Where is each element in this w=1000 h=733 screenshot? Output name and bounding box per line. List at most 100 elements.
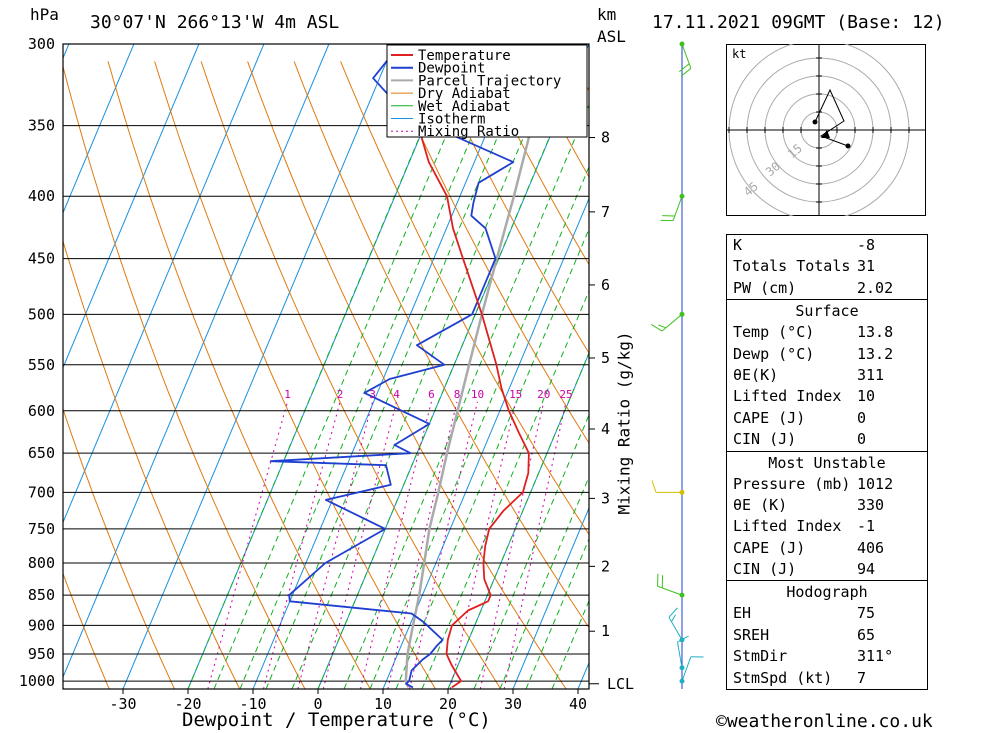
dry-adiabat-line bbox=[386, 61, 589, 445]
mixing-ratio-label: 4 bbox=[393, 388, 400, 401]
wind-barb-feather bbox=[668, 607, 678, 618]
pressure-tick-label: 700 bbox=[28, 483, 55, 501]
dry-adiabat-line bbox=[107, 61, 371, 689]
hodograph-stat-row: EH 75 bbox=[733, 604, 876, 623]
legend-label: Isotherm bbox=[418, 112, 485, 128]
lcl-label: LCL bbox=[607, 675, 634, 693]
mixing-ratio-label: 3 bbox=[369, 388, 376, 401]
wind-barb-feather bbox=[651, 323, 663, 332]
most-unstable-row: CIN (J) 94 bbox=[733, 560, 876, 579]
wind-barb-feather bbox=[658, 324, 667, 329]
pressure-tick-label: 800 bbox=[28, 554, 55, 572]
temperature-line bbox=[389, 44, 530, 689]
km-tick-label: 1 bbox=[601, 622, 610, 640]
isotherm-line bbox=[63, 44, 135, 215]
hodograph-unit-label: kt bbox=[732, 47, 746, 61]
hodograph-section-title: Hodograph bbox=[727, 580, 927, 603]
site-credit-text: weatheronline.co.uk bbox=[726, 711, 933, 732]
x-tick-label: -10 bbox=[239, 695, 266, 713]
hodograph-trace bbox=[814, 88, 849, 147]
mixing-ratio-label: 10 bbox=[471, 388, 484, 401]
dry-adiabat-line bbox=[247, 61, 567, 689]
mixing-ratio-label: 25 bbox=[559, 388, 572, 401]
km-tick-label: 6 bbox=[601, 276, 610, 294]
hodograph-point bbox=[812, 119, 818, 125]
dry-adiabat-line bbox=[200, 61, 502, 689]
wind-barb-feather bbox=[651, 480, 657, 493]
pressure-tick-label: 650 bbox=[28, 444, 55, 462]
wet-adiabat-line bbox=[187, 44, 459, 689]
dry-adiabat-line bbox=[992, 61, 1000, 689]
hodograph-stat-row: SREH 65 bbox=[733, 625, 876, 644]
km-tick-label: 2 bbox=[601, 557, 610, 575]
x-tick-label: 40 bbox=[569, 695, 587, 713]
plot-frame bbox=[62, 43, 590, 690]
hodograph-point bbox=[845, 143, 851, 149]
dry-adiabat-line bbox=[63, 572, 110, 689]
km-tick-label: 3 bbox=[601, 489, 610, 507]
legend-label: Mixing Ratio bbox=[418, 124, 519, 140]
x-tick-label: 10 bbox=[374, 695, 392, 713]
wet-adiabat-line bbox=[343, 103, 589, 689]
pressure-tick-label: 1000 bbox=[19, 672, 55, 690]
mixing-ratio-label: 6 bbox=[428, 388, 435, 401]
pressure-tick-label: 400 bbox=[28, 187, 55, 205]
legend-label: Wet Adiabat bbox=[418, 99, 511, 115]
km-tick-label: 5 bbox=[601, 349, 610, 367]
pressure-tick-label: 550 bbox=[28, 356, 55, 374]
wet-adiabat-line bbox=[265, 44, 537, 689]
wind-level-dot bbox=[679, 592, 685, 598]
wind-level-dot bbox=[679, 311, 685, 317]
mixing-ratio-line bbox=[387, 401, 458, 689]
legend-label: Dewpoint bbox=[418, 61, 485, 77]
wet-adiabat-line bbox=[499, 475, 589, 689]
wind-barb-feather bbox=[680, 68, 692, 77]
hpa-axis-label: hPa bbox=[30, 5, 59, 24]
x-axis-title: Dewpoint / Temperature (°C) bbox=[182, 709, 491, 731]
indices-table: K -8 Totals Totals 31 PW (cm) 2.02 Surface … bbox=[726, 234, 928, 691]
km-tick-label: 7 bbox=[601, 203, 610, 221]
hodograph-stat-row: StmDir 311° bbox=[733, 647, 894, 666]
hodograph: kt 15 30 45 bbox=[726, 44, 926, 216]
mixing-ratio-label: 8 bbox=[454, 388, 461, 401]
pressure-tick-label: 850 bbox=[28, 586, 55, 604]
index-row-totals: Totals Totals 31 bbox=[733, 257, 876, 276]
wet-adiabat-line bbox=[421, 289, 589, 689]
isotherm-line bbox=[252, 44, 525, 689]
wet-adiabat-line bbox=[473, 413, 589, 689]
dry-adiabat-line bbox=[340, 61, 589, 536]
sounding-datetime: 17.11.2021 09GMT (Base: 12) bbox=[652, 12, 945, 33]
hodograph-stat-row: StmSpd (kt) 7 bbox=[733, 668, 867, 687]
dry-adiabat-line bbox=[63, 239, 241, 689]
dry-adiabat-line bbox=[293, 61, 589, 629]
mixing-ratio-label: 2 bbox=[337, 388, 344, 401]
isotherm-line bbox=[63, 44, 330, 679]
x-tick-label: 30 bbox=[504, 695, 522, 713]
surface-row: CIN (J) 0 bbox=[733, 430, 867, 449]
dry-adiabat-line bbox=[479, 61, 589, 266]
storm-motion-marker bbox=[821, 130, 830, 138]
isotherm-line bbox=[63, 44, 265, 524]
mixing-ratio-label: 15 bbox=[509, 388, 522, 401]
pressure-tick-label: 900 bbox=[28, 616, 55, 634]
wet-adiabat-line bbox=[551, 599, 589, 689]
km-tick-label: 8 bbox=[601, 129, 610, 147]
most-unstable-section-title: Most Unstable bbox=[727, 450, 927, 474]
asl-axis-label: ASL bbox=[597, 27, 626, 46]
mixing-ratio-label: 1 bbox=[284, 388, 291, 401]
mixing-ratio-axis-title: Mixing Ratio (g/kg) bbox=[614, 331, 634, 515]
wet-adiabat-line bbox=[447, 351, 589, 689]
wind-level-dot bbox=[679, 489, 685, 495]
site-credit[interactable]: ©weatheronline.co.uk bbox=[716, 711, 933, 732]
most-unstable-row: Lifted Index -1 bbox=[733, 517, 876, 536]
wet-adiabat-line bbox=[317, 44, 589, 689]
legend-label: Dry Adiabat bbox=[418, 86, 511, 102]
pressure-tick-label: 350 bbox=[28, 117, 55, 135]
wind-barb bbox=[681, 43, 692, 69]
km-axis-label: km bbox=[597, 5, 617, 24]
mixing-ratio-line bbox=[297, 401, 373, 689]
mixing-ratio-label: 20 bbox=[537, 388, 550, 401]
isotherm-line bbox=[0, 44, 4, 689]
wind-barb bbox=[661, 313, 683, 332]
wind-level-dot bbox=[679, 41, 685, 47]
